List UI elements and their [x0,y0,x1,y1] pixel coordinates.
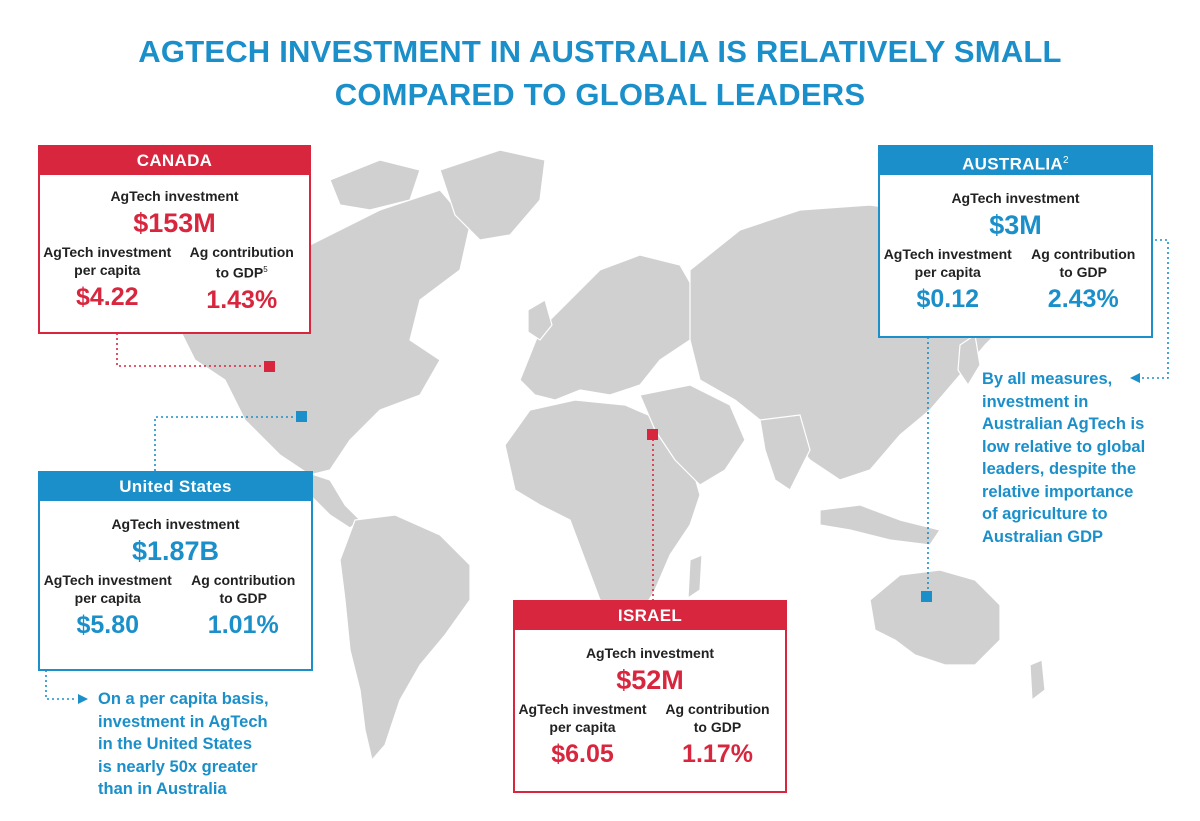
australia-note-line: low relative to global [982,437,1146,456]
israel-per-capita-value: $6.05 [551,740,614,768]
greenland-landmass [439,149,546,241]
australia-marker [921,591,932,602]
australia-note-line: By all measures, [982,370,1113,388]
north-america-landmass [179,189,471,476]
australia-card-header: AUSTRALIA2 [880,147,1151,175]
australia-per-capita-label-1: AgTech investment [883,246,1012,262]
australia-card-title: AUSTRALIA [962,154,1064,174]
australia-gdp-label-2: to GDP [1059,264,1107,280]
canada-gdp-label-2: to GDP [215,264,264,281]
canada-per-capita-value: $4.22 [75,283,139,311]
us-gdp-label-1: Ag contribution [191,572,296,588]
us-gdp-label-2: to GDP [219,590,267,606]
india-landmass [759,414,811,491]
us-per-capita-label-1: AgTech investment [43,572,172,588]
indonesia-landmass [819,504,941,546]
australia-note: By all measures, investment in Australia… [982,368,1182,548]
canada-investment-value: $153M [133,208,216,238]
israel-card-header: ISRAEL [515,602,785,630]
australia-card: AUSTRALIA2 AgTech investment $3M AgTech … [878,145,1153,338]
israel-investment-label: AgTech investment [585,645,715,661]
united-states-card-header: United States [40,473,311,501]
canada-gdp-value: 1.43% [206,285,278,314]
middle-east-landmass [639,384,746,486]
australia-investment-value: $3M [989,210,1042,240]
israel-per-capita-label-2: per capita [549,719,616,735]
canada-connector [116,333,270,367]
us-note-line: On a per capita basis, [98,690,269,708]
australia-note-connector [1140,239,1169,379]
israel-gdp-value: 1.17% [682,740,753,768]
canada-per-capita-label-2: per capita [74,262,141,278]
australia-note-line: Australian AgTech is [982,415,1145,433]
canada-gdp-label-1: Ag contribution [189,244,294,260]
canada-investment-label: AgTech investment [110,188,239,204]
us-marker [296,411,307,422]
australia-note-line: investment in [982,392,1089,411]
australia-landmass [869,569,1001,666]
australia-per-capita-label-2: per capita [914,264,981,280]
us-note-line: investment in AgTech [98,712,268,731]
australia-note-line: of agriculture to [982,505,1108,523]
australia-note-line: relative importance [982,482,1134,501]
canadian-islands-landmass [329,159,421,211]
canada-card: CANADA AgTech investment $153M AgTech in… [38,145,311,334]
title-line-1: AGTECH INVESTMENT IN AUSTRALIA IS RELATI… [138,34,1062,69]
israel-gdp-label-2: to GDP [693,719,742,735]
united-states-card: United States AgTech investment $1.87B A… [38,471,313,671]
africa-landmass [504,399,701,621]
canada-card-header: CANADA [40,147,309,175]
australia-note-line: Australian GDP [982,527,1104,546]
south-america-landmass [339,514,471,761]
canada-gdp-footnote: 5 [263,265,268,274]
us-note-line: than in Australia [98,780,227,798]
israel-per-capita-label-1: AgTech investment [518,701,647,717]
australia-gdp-label-1: Ag contribution [1031,246,1136,262]
us-per-capita-value: $5.80 [76,611,140,639]
israel-card: ISRAEL AgTech investment $52M AgTech inv… [513,600,787,793]
uk-landmass [527,299,553,341]
canada-marker [264,361,275,372]
australia-footnote: 2 [1063,155,1069,166]
us-note-connector [45,670,76,700]
us-investment-label: AgTech investment [111,516,240,532]
canada-gdp-label-2-wrap: to GDP5 [175,261,310,282]
new-zealand-landmass [1029,659,1046,701]
page-title: AGTECH INVESTMENT IN AUSTRALIA IS RELATI… [0,30,1200,116]
us-gdp-value: 1.01% [207,611,279,639]
us-note-line: is nearly 50x greater [98,757,258,776]
australia-gdp-value: 2.43% [1047,285,1119,313]
us-note-arrow [78,694,88,704]
us-note-line: in the United States [98,735,253,753]
canada-per-capita-label-1: AgTech investment [43,244,172,260]
united-states-note: On a per capita basis, investment in AgT… [98,688,298,801]
australia-per-capita-value: $0.12 [916,285,980,313]
title-line-2: COMPARED TO GLOBAL LEADERS [334,77,866,112]
australia-note-line: leaders, despite the [982,460,1137,478]
australia-investment-label: AgTech investment [951,190,1080,206]
madagascar-landmass [687,554,703,599]
israel-gdp-label-1: Ag contribution [665,701,770,717]
us-per-capita-label-2: per capita [74,590,141,606]
us-investment-value: $1.87B [131,536,220,566]
australia-note-arrow [1130,373,1140,383]
israel-marker [647,429,658,440]
us-connector [154,416,302,471]
israel-investment-value: $52M [616,665,684,695]
